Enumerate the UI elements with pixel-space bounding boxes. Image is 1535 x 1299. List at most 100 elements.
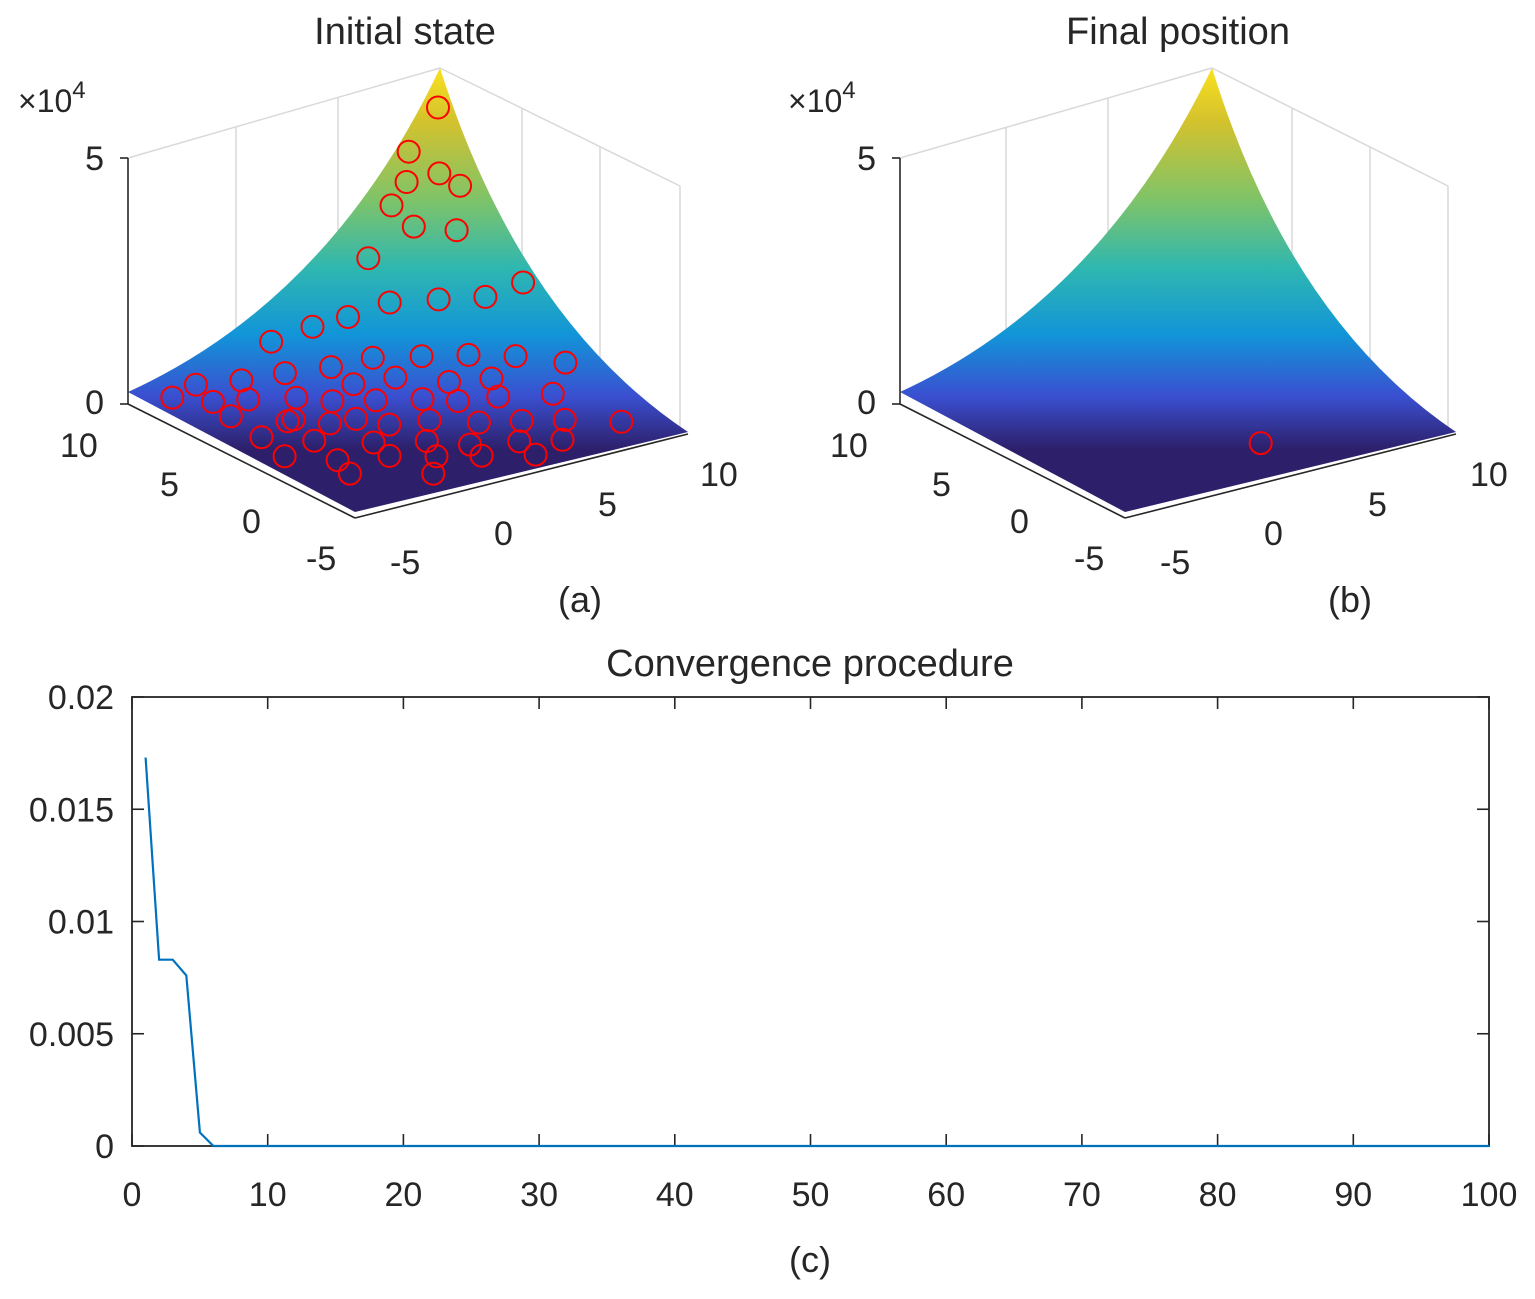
panel-b-z-tick-0: 0 [857,384,876,422]
y-tick-label: 0.02 [48,679,114,717]
particle-marker [300,314,325,339]
particle-marker [379,193,404,218]
particle-marker [201,389,225,414]
panel-a-z-tick-5: 5 [85,140,104,178]
panel-a-x-tick-10: 10 [700,456,738,494]
panel-c: Convergence procedure 0 10 20 30 40 50 60 70 80 9… [29,643,1517,1280]
particle-marker [341,372,366,397]
panel-b-y-tick-5: 5 [932,466,951,504]
panel-b-z-tick-5: 5 [857,140,876,178]
particle-marker [249,425,274,450]
panel-b-y-axis [899,403,1126,519]
panel-a: Initial state 5 0 ×104 10 5 0 [18,11,738,620]
particle-marker [448,173,473,198]
panel-a-z-tick-0: 0 [85,384,104,422]
x-tick-label: 0 [123,1176,142,1214]
particle-marker [444,218,469,243]
particle-marker [503,344,528,369]
x-tick-label: 30 [520,1176,558,1214]
particle-marker [273,361,297,386]
particle-marker [396,139,421,164]
particle-marker [550,427,575,452]
particle-marker [363,388,388,413]
panel-c-x-tick-labels: 0 10 20 30 40 50 60 70 80 90 100 [123,1176,1518,1214]
panel-b: Final position 5 0 ×104 10 5 0 -5 -5 [788,11,1508,620]
particle-marker [325,448,350,473]
particle-marker [479,366,504,391]
particle-marker [486,384,511,409]
particle-marker [284,385,309,410]
panel-c-label: (c) [789,1239,831,1280]
particle-marker [160,385,185,410]
panel-b-x-tick--5: -5 [1160,544,1190,582]
particle-marker [511,270,536,295]
panel-b-title: Final position [1066,11,1290,53]
panel-b-x-tick-0: 0 [1264,515,1283,553]
x-tick-label: 90 [1334,1176,1372,1214]
panel-b-y-tick--5: -5 [1074,540,1104,578]
panel-b-label: (b) [1328,579,1372,620]
particle-marker [609,409,634,434]
particle-marker [218,404,243,429]
particle-marker [336,305,360,329]
panel-a-z-exponent: ×104 [18,77,86,119]
particle-marker [394,170,419,194]
particle-marker [401,214,426,239]
panel-b-markers [1248,431,1273,456]
particle-marker [540,381,565,406]
particle-marker [344,406,368,431]
particle-marker [473,284,498,309]
y-tick-label: 0.01 [48,904,114,942]
particle-marker [507,429,532,454]
particle-marker [410,387,435,412]
panel-a-x-axis [354,433,689,519]
panel-b-z-axis [892,157,901,405]
panel-b-surface [900,68,1456,512]
panel-b-z-exponent: ×104 [788,77,856,119]
x-tick-label: 10 [249,1176,287,1214]
x-tick-label: 100 [1461,1176,1518,1214]
panel-c-y-tick-labels: 0 0.005 0.01 0.015 0.02 [29,679,114,1166]
panel-b-y-tick-0: 0 [1010,503,1029,541]
particle-marker [183,372,208,397]
particle-marker [361,430,386,455]
particle-marker [426,95,450,120]
particle-marker [377,412,402,437]
x-tick-label: 60 [927,1176,965,1214]
particle-marker [337,461,362,486]
particle-marker [302,428,327,453]
panel-b-x-tick-10: 10 [1470,456,1508,494]
particle-marker [552,407,577,432]
x-tick-label: 70 [1063,1176,1101,1214]
y-tick-label: 0.015 [29,791,114,829]
particle-marker [272,444,297,469]
particle-marker [409,344,434,369]
panel-a-surface [128,68,688,512]
particle-marker [275,409,300,434]
particle-marker [377,443,402,468]
particle-marker [383,365,408,390]
panel-a-y-tick-0: 0 [242,503,261,541]
panel-a-y-axis [127,403,356,519]
particle-marker [523,442,548,467]
panel-a-z-exponent-power: 4 [72,77,85,104]
panel-a-y-tick-10: 10 [60,427,98,465]
x-tick-label: 40 [656,1176,694,1214]
panel-a-x-tick-0: 0 [494,515,513,553]
particle-marker [469,443,494,468]
panel-a-x-tick-5: 5 [598,486,617,524]
particle-marker [466,410,491,435]
particle-marker [360,345,385,370]
particle-marker [553,350,578,375]
particle-marker [456,342,481,367]
particle-marker [320,389,345,414]
x-tick-label: 20 [384,1176,422,1214]
particle-marker [356,246,381,271]
particle-marker [229,368,254,393]
x-tick-label: 50 [792,1176,830,1214]
panel-c-plot-box [131,696,1490,1147]
panel-c-title: Convergence procedure [606,643,1014,685]
panel-c-ticks [131,696,1490,1147]
particle-marker [259,329,284,354]
y-tick-label: 0 [95,1128,114,1166]
